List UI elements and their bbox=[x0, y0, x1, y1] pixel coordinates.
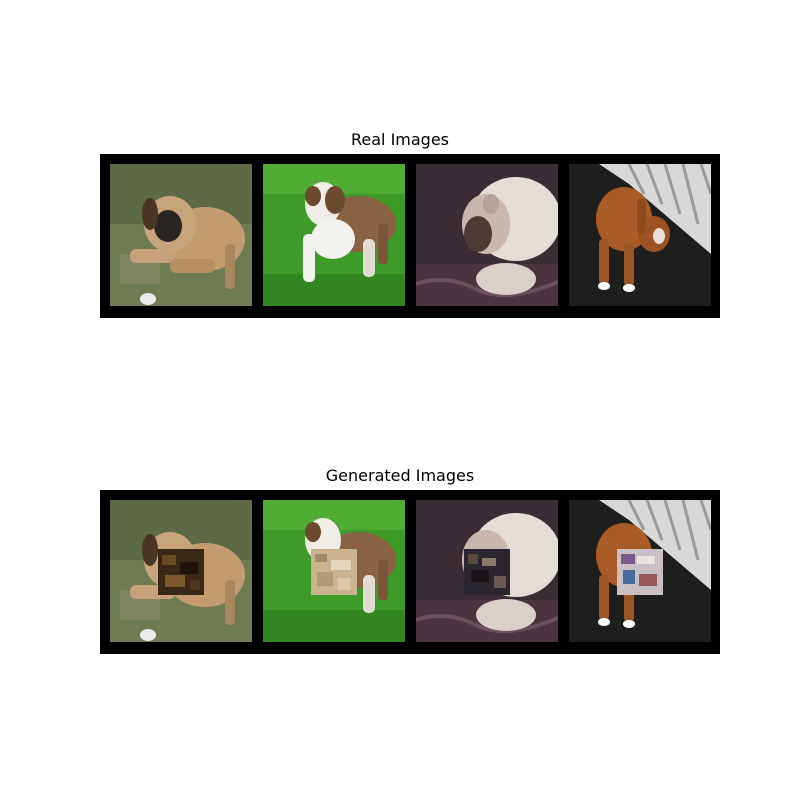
puppy-green-grass-image bbox=[263, 164, 405, 306]
real-images-strip bbox=[100, 154, 720, 318]
fluffy-puppy-image bbox=[416, 164, 558, 306]
boxer-dog-inpainted-image bbox=[569, 500, 711, 642]
generated-image-3 bbox=[416, 500, 558, 642]
generated-image-1 bbox=[110, 500, 252, 642]
fluffy-puppy-inpainted-image bbox=[416, 500, 558, 642]
real-image-1 bbox=[110, 164, 252, 306]
puppy-on-grass-image bbox=[110, 164, 252, 306]
inpainted-patch bbox=[311, 549, 357, 595]
generated-image-4 bbox=[569, 500, 711, 642]
real-images-title: Real Images bbox=[350, 130, 450, 149]
puppy-green-grass-inpainted-image bbox=[263, 500, 405, 642]
real-image-3 bbox=[416, 164, 558, 306]
inpainted-patch bbox=[617, 549, 663, 595]
real-image-2 bbox=[263, 164, 405, 306]
puppy-on-grass-inpainted-image bbox=[110, 500, 252, 642]
real-image-4 bbox=[569, 164, 711, 306]
inpainted-patch bbox=[158, 549, 204, 595]
generated-images-strip bbox=[100, 490, 720, 654]
generated-image-2 bbox=[263, 500, 405, 642]
boxer-dog-image bbox=[569, 164, 711, 306]
generated-images-title: Generated Images bbox=[325, 466, 475, 485]
inpainted-patch bbox=[464, 549, 510, 595]
